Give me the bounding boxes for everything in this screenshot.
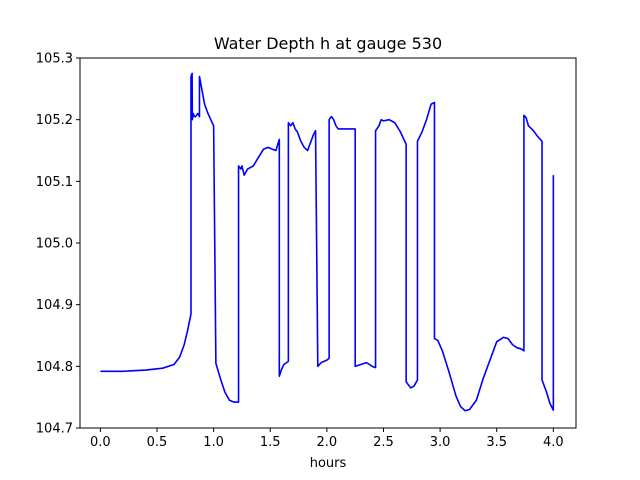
y-tick-label: 105.1 [36,175,73,190]
x-tick-label: 0.5 [147,435,168,450]
x-axis: 0.0 0.5 1.0 1.5 2.0 2.5 3.0 3.5 4.0 [90,428,564,450]
x-tick-label: 1.5 [260,435,281,450]
x-tick-label: 2.0 [317,435,338,450]
x-tick-label: 1.0 [203,435,224,450]
y-tick-label: 104.7 [36,422,73,437]
x-tick-label: 3.0 [430,435,451,450]
y-tick-label: 105.3 [36,52,73,67]
y-axis: 104.7 104.8 104.9 105.0 105.1 105.2 105.3 [36,52,80,437]
x-tick-label: 4.0 [543,435,564,450]
x-tick-label: 3.5 [486,435,507,450]
y-tick-label: 105.0 [36,237,73,252]
x-tick-label: 0.0 [90,435,111,450]
chart-title: Water Depth h at gauge 530 [214,34,442,53]
x-tick-label: 2.5 [373,435,394,450]
x-axis-label: hours [310,456,347,471]
y-tick-label: 104.8 [36,360,73,375]
plot-area [100,72,555,412]
y-tick-label: 104.9 [36,298,73,313]
series-line-0 [100,72,555,412]
y-tick-label: 105.2 [36,113,73,128]
